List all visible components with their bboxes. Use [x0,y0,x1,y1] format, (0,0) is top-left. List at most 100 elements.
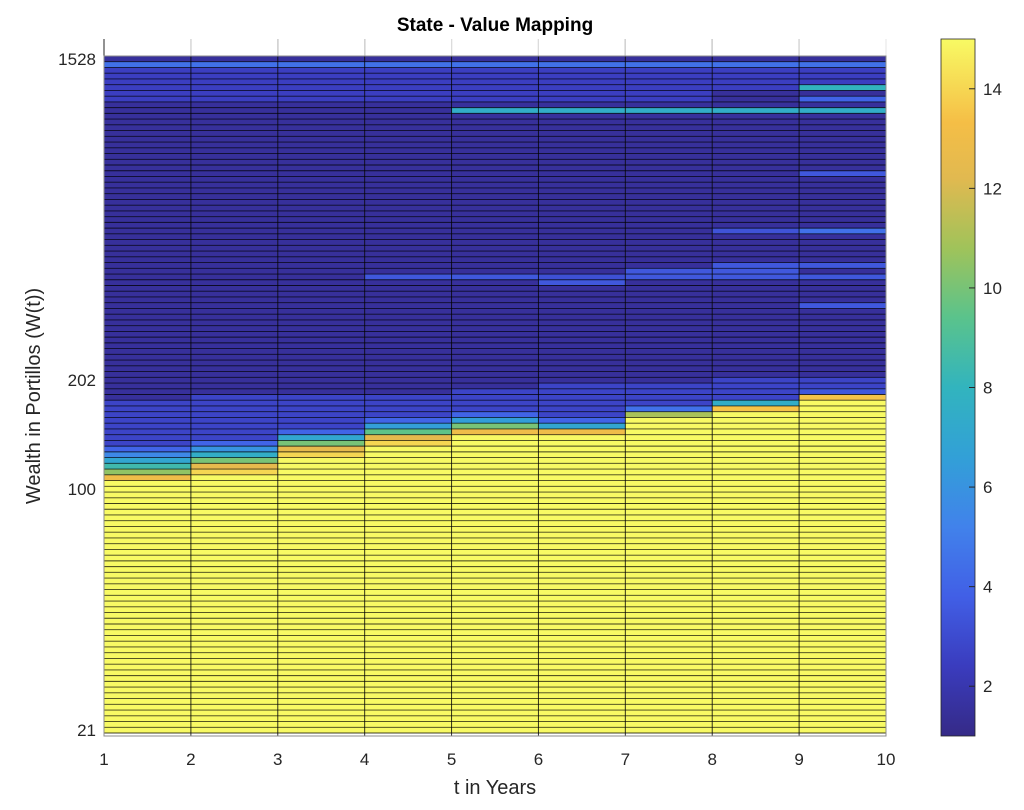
x-tick-label: 8 [707,750,716,769]
heatmap-cell [625,721,713,728]
heatmap-cell [451,193,539,200]
heatmap-cell [799,578,886,585]
heatmap-cell [190,583,278,590]
heatmap-cell [799,457,886,464]
heatmap-cell [364,457,452,464]
heatmap-cell [712,73,800,80]
heatmap-cell [364,715,452,722]
heatmap-cell [104,549,191,556]
heatmap-cell [277,291,365,298]
heatmap-cell [451,514,539,522]
heatmap-cell [538,687,626,694]
heatmap-cell [104,537,191,544]
heatmap-cell [712,417,800,424]
heatmap-cell [190,365,278,372]
heatmap-cell [712,383,800,390]
heatmap-cell [277,469,365,476]
heatmap-cell [277,692,365,699]
heatmap-cell [190,572,278,579]
heatmap-cell [104,147,191,154]
x-tick-label: 4 [360,750,369,769]
heatmap-cell [190,377,278,384]
heatmap-cell [277,84,365,91]
heatmap-cell [277,170,365,177]
heatmap-cell [799,354,886,361]
heatmap-cell [451,411,539,418]
heatmap-cell [364,319,452,326]
heatmap-cell [277,182,365,189]
heatmap-cell [451,715,539,722]
heatmap-cell [451,383,539,390]
heatmap-cell [538,669,626,676]
heatmap-cell [799,256,886,263]
heatmap-cell [104,595,191,602]
heatmap-cell [625,90,713,97]
heatmap-cell [799,56,886,63]
heatmap-cell [364,187,452,194]
heatmap-cell [104,646,191,653]
heatmap-cell [799,377,886,384]
heatmap-cell [625,107,713,114]
heatmap-cell [190,469,278,476]
heatmap-cell [104,308,191,315]
heatmap-cell [799,411,886,418]
heatmap-cell [104,428,191,435]
heatmap-cell [712,618,800,625]
heatmap-cell [625,715,713,722]
heatmap-cell [190,463,278,470]
heatmap-cell [799,492,886,499]
heatmap-cell [451,325,539,332]
heatmap-cell [104,67,191,74]
heatmap-cell [538,153,626,160]
heatmap-cell [364,428,452,435]
heatmap-cell [799,652,886,659]
heatmap-cell [364,228,452,235]
heatmap-cell [625,652,713,659]
heatmap-cell [190,90,278,97]
heatmap-cell [190,251,278,258]
heatmap-cell [538,595,626,602]
heatmap-cell [712,606,800,613]
heatmap-cell [625,348,713,355]
heatmap-cell [277,325,365,332]
heatmap-cell [538,84,626,91]
heatmap-cell [538,710,626,717]
heatmap-cell [277,279,365,286]
y-tick-label: 202 [68,371,96,390]
heatmap-cell [364,578,452,585]
heatmap-cell [104,560,191,567]
heatmap-cell [799,606,886,613]
heatmap-cell [364,629,452,636]
heatmap-cell [538,566,626,573]
heatmap-cell [625,520,713,527]
heatmap-cell [538,325,626,332]
heatmap-cell [277,721,365,728]
colorbar-tick-label: 8 [983,379,992,398]
heatmap-cell [712,348,800,355]
heatmap-cell [451,526,539,533]
heatmap-cell [625,446,713,453]
heatmap-cell [364,509,452,516]
heatmap-cell [451,486,539,493]
heatmap-cell [190,61,278,68]
heatmap-cell [190,67,278,74]
heatmap-cell [190,205,278,212]
heatmap-cell [277,319,365,326]
heatmap-cell [104,440,191,447]
heatmap-cell [538,606,626,613]
heatmap-cell [451,629,539,636]
heatmap-cell [625,555,713,562]
heatmap-cell [451,669,539,676]
heatmap-cell [104,170,191,177]
heatmap-cell [625,170,713,177]
heatmap-cell [277,503,365,510]
heatmap-cell [277,583,365,590]
heatmap-cell [538,67,626,74]
heatmap-cell [451,400,539,407]
heatmap-cell [712,664,800,671]
heatmap-cell [190,331,278,338]
heatmap-cell [451,56,539,63]
heatmap-cell [190,509,278,516]
heatmap-cell [799,187,886,194]
heatmap-cell [277,67,365,74]
